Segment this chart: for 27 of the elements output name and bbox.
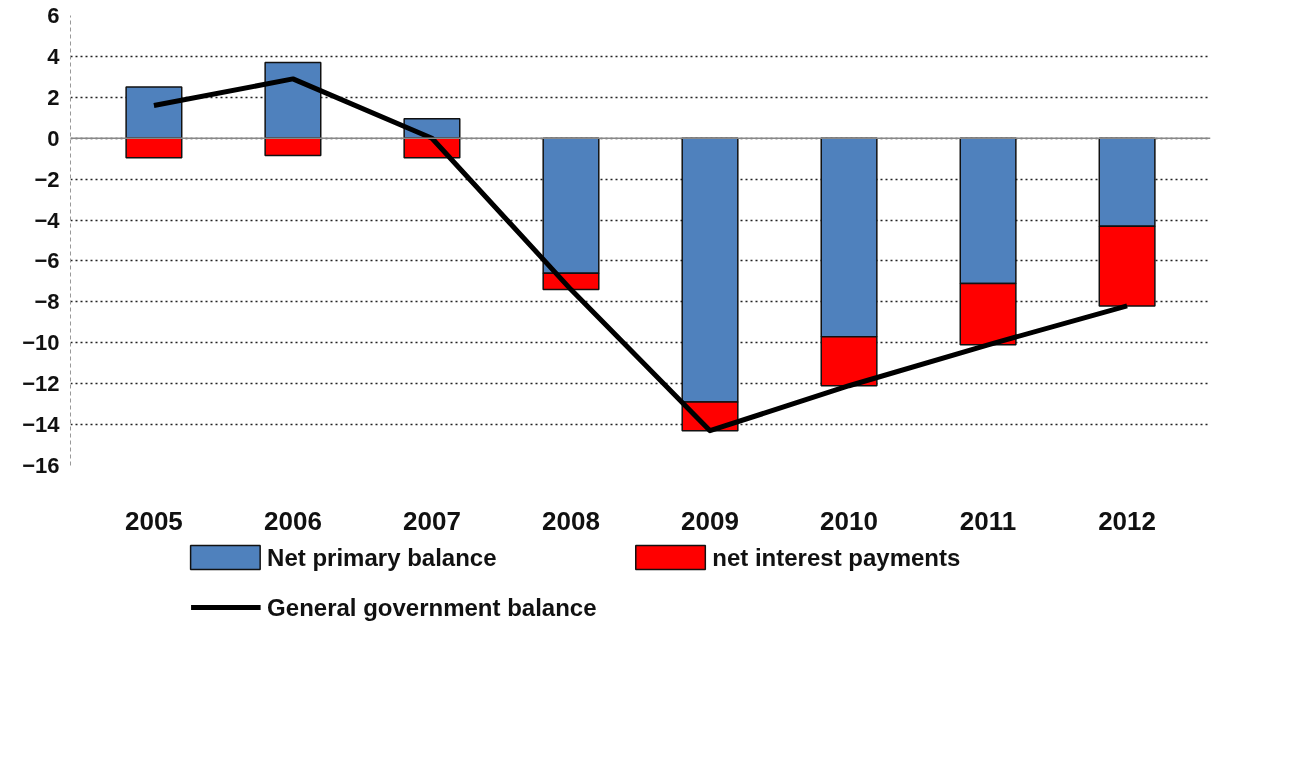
y-tick-label: −8 [34,289,60,315]
x-tick-label: 2008 [542,505,600,536]
legend-label: Net primary balance [267,544,497,571]
legend-label: net interest payments [712,544,961,571]
bar [125,137,183,159]
x-tick-label: 2012 [1098,505,1157,536]
y-tick-label: 0 [47,125,60,151]
y-tick-label: 6 [47,3,60,28]
x-tick-label: 2006 [264,505,322,536]
y-tick-label: −12 [22,371,60,397]
y-tick-label: 2 [47,84,60,110]
x-tick-label: 2009 [681,505,739,536]
y-tick-label: −16 [22,453,60,478]
legend-label: General government balance [267,594,597,621]
x-tick-label: 2005 [124,505,183,536]
y-tick-label: −14 [22,412,61,438]
x-tick-label: 2007 [403,505,461,536]
x-tick-label: 2010 [820,505,878,536]
y-tick-label: −4 [34,207,61,233]
bar [264,137,322,157]
y-tick-label: −6 [34,248,60,274]
y-tick-label: 4 [47,43,61,69]
y-tick-label: −2 [34,166,60,192]
x-tick-label: 2011 [959,505,1017,536]
bar [125,86,183,139]
y-tick-label: −10 [22,330,60,356]
bar [264,61,322,139]
